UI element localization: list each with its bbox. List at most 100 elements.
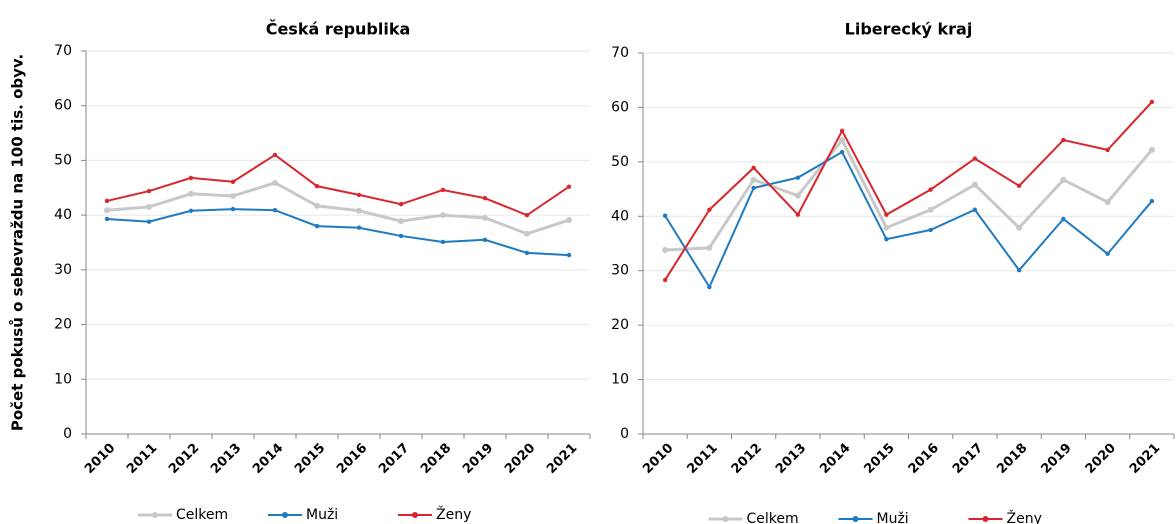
point [566,252,572,258]
y-tick-label: 20 [611,317,629,333]
x-tick-label: 2019 [460,441,496,477]
legend-marker [412,512,418,518]
y-tick-label: 20 [54,317,72,333]
point [1104,199,1111,206]
point [314,202,320,209]
point [524,230,530,237]
x-tick-label: 2011 [684,441,720,477]
y-axis-label: Počet pokusů o sebevraždu na 100 tis. ob… [9,54,27,431]
y-tick-label: 0 [63,426,72,442]
point [839,137,846,144]
point [971,181,978,188]
point [230,192,236,199]
point [188,208,194,213]
point [188,175,194,181]
point [1061,216,1066,222]
point [230,179,236,184]
point [1105,251,1110,257]
y-tick-label: 70 [54,43,72,59]
point [707,207,712,212]
x-tick-label: 2020 [1083,441,1119,477]
legend-label: Ženy [436,505,471,523]
x-tick-label: 2010 [640,441,676,477]
y-tick-label: 40 [54,207,72,223]
point [398,218,404,225]
legend-label: Muži [306,507,338,523]
point [440,212,446,219]
point [314,223,320,229]
point [794,192,801,199]
point [272,152,278,158]
point [1016,183,1022,189]
point [928,187,933,192]
point [356,225,362,230]
x-tick-label: 2013 [773,441,809,477]
point [1149,198,1155,204]
y-tick-label: 40 [611,208,629,224]
point [356,207,362,214]
point [750,176,757,183]
point [928,227,933,233]
line [106,208,570,257]
x-tick-label: 2015 [292,441,328,477]
y-tick-label: 10 [611,372,629,388]
y-tick-label: 70 [611,45,629,61]
point [1148,146,1155,153]
point [188,190,194,197]
point [751,185,756,191]
point [1149,99,1155,105]
x-tick-label: 2012 [166,441,202,477]
point [482,195,488,201]
point [356,192,362,198]
point [440,239,446,245]
x-tick-label: 2021 [544,441,580,477]
chart-title: Česká republika [266,20,411,39]
point [146,203,152,210]
legend-marker [722,516,729,522]
point [398,202,404,207]
legend-label: Muži [877,511,909,524]
point [707,284,712,290]
legend-marker [852,516,859,522]
x-tick-label: 2016 [334,441,370,477]
x-tick-label: 2019 [1038,441,1074,477]
x-tick-label: 2010 [82,441,118,477]
x-tick-label: 2012 [729,441,765,477]
line [106,153,570,217]
legend-label: Celkem [747,511,799,524]
line [664,150,1153,290]
x-tick-label: 2015 [861,441,897,477]
x-tick-label: 2014 [250,441,286,477]
point [1061,137,1066,143]
legend-marker [282,512,288,518]
point [1016,267,1022,273]
point [883,224,890,231]
point [795,175,801,180]
y-tick-label: 60 [54,98,72,114]
point [662,247,669,254]
x-tick-label: 2017 [950,441,986,477]
point [884,212,889,217]
point [662,277,668,283]
y-tick-label: 10 [54,371,72,387]
x-tick-label: 2011 [124,441,160,477]
point [482,214,488,221]
x-tick-label: 2014 [817,441,853,477]
point [839,128,845,134]
point [314,183,320,189]
y-tick-label: 0 [620,426,629,442]
x-tick-label: 2013 [208,441,244,477]
x-tick-label: 2017 [376,441,412,477]
point [1016,224,1023,231]
point [795,212,801,217]
point [230,206,236,212]
point [524,212,530,218]
point [1105,147,1110,153]
y-tick-label: 50 [54,152,72,168]
legend-marker [982,516,989,522]
point [440,187,446,193]
point [972,156,978,161]
legend-label: Ženy [1007,509,1042,524]
x-tick-label: 2018 [418,441,454,477]
